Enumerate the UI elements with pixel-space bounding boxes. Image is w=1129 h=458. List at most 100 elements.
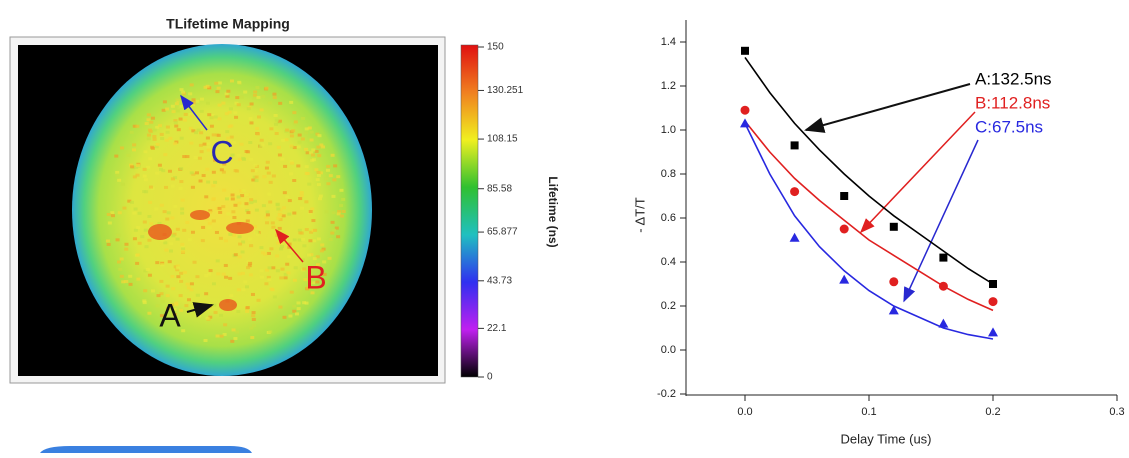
speckle bbox=[311, 158, 316, 162]
speckle bbox=[330, 220, 335, 224]
speckle bbox=[117, 178, 122, 182]
speckle bbox=[299, 194, 304, 198]
speckle bbox=[189, 171, 194, 175]
speckle bbox=[143, 228, 148, 232]
speckle bbox=[140, 235, 145, 239]
data-point bbox=[989, 280, 997, 288]
speckle bbox=[240, 250, 245, 254]
fit-line bbox=[744, 56, 994, 285]
colorbar-tick-label: 43.73 bbox=[487, 275, 512, 286]
speckle bbox=[115, 173, 120, 177]
speckle bbox=[237, 201, 242, 205]
speckle bbox=[223, 323, 228, 327]
speckle bbox=[244, 150, 249, 154]
speckle bbox=[194, 131, 199, 135]
speckle bbox=[179, 136, 184, 140]
speckle bbox=[261, 251, 266, 255]
speckle bbox=[249, 326, 254, 330]
speckle bbox=[219, 313, 224, 317]
speckle bbox=[194, 171, 199, 175]
speckle bbox=[287, 199, 292, 203]
speckle bbox=[165, 107, 170, 111]
data-point bbox=[839, 224, 849, 234]
y-tick-label: 1.2 bbox=[661, 80, 676, 92]
speckle bbox=[137, 211, 142, 215]
data-point bbox=[740, 118, 750, 128]
speckle bbox=[277, 153, 282, 157]
speckle bbox=[124, 280, 129, 284]
speckle bbox=[208, 209, 213, 213]
speckle bbox=[205, 101, 210, 105]
speckle bbox=[142, 301, 147, 305]
speckle bbox=[326, 164, 331, 168]
speckle bbox=[305, 286, 310, 290]
speckle bbox=[315, 263, 320, 267]
speckle bbox=[251, 314, 256, 318]
speckle bbox=[278, 305, 283, 309]
speckle bbox=[339, 204, 344, 208]
speckle bbox=[302, 267, 307, 271]
colorbar-tick-label: 0 bbox=[487, 372, 493, 383]
speckle bbox=[237, 255, 242, 259]
speckle bbox=[308, 151, 313, 155]
speckle bbox=[165, 217, 170, 221]
speckle bbox=[165, 130, 170, 134]
speckle bbox=[285, 262, 290, 266]
speckle bbox=[292, 304, 297, 308]
speckle bbox=[225, 130, 230, 134]
speckle bbox=[307, 126, 312, 130]
speckle bbox=[235, 96, 240, 100]
annotation: B bbox=[305, 259, 326, 295]
speckle bbox=[298, 197, 303, 201]
speckle bbox=[265, 210, 270, 214]
speckle bbox=[115, 170, 120, 174]
speckle bbox=[264, 166, 269, 170]
speckle bbox=[249, 157, 254, 161]
speckle bbox=[197, 156, 202, 160]
speckle bbox=[229, 135, 234, 139]
speckle bbox=[187, 238, 192, 242]
speckle bbox=[221, 205, 226, 209]
speckle bbox=[221, 272, 226, 276]
speckle bbox=[310, 207, 315, 211]
speckle bbox=[280, 267, 285, 271]
speckle bbox=[276, 145, 281, 149]
speckle bbox=[228, 276, 233, 280]
speckle bbox=[322, 272, 327, 276]
hot-spot bbox=[226, 222, 254, 234]
data-point bbox=[888, 305, 899, 315]
speckle bbox=[168, 136, 173, 140]
speckle bbox=[182, 228, 187, 232]
speckle bbox=[147, 238, 152, 242]
speckle bbox=[142, 220, 147, 224]
speckle bbox=[176, 128, 181, 132]
speckle bbox=[271, 174, 276, 178]
series-label: C:67.5ns bbox=[975, 117, 1043, 136]
speckle bbox=[328, 237, 333, 241]
speckle bbox=[181, 247, 186, 251]
speckle bbox=[268, 330, 273, 334]
speckle bbox=[160, 137, 165, 141]
speckle bbox=[213, 115, 218, 119]
speckle bbox=[199, 131, 204, 135]
speckle bbox=[159, 314, 164, 318]
speckle bbox=[268, 142, 273, 146]
y-tick-label: 0.6 bbox=[661, 212, 676, 224]
speckle bbox=[178, 98, 183, 102]
speckle bbox=[175, 227, 180, 231]
speckle bbox=[159, 292, 164, 296]
speckle bbox=[211, 197, 216, 201]
speckle bbox=[209, 116, 214, 120]
speckle bbox=[222, 162, 227, 166]
speckle bbox=[121, 280, 126, 284]
speckle bbox=[235, 169, 240, 173]
speckle bbox=[282, 191, 287, 195]
speckle bbox=[214, 81, 219, 85]
speckle bbox=[293, 120, 298, 124]
speckle bbox=[146, 113, 151, 117]
speckle bbox=[189, 83, 194, 87]
speckle bbox=[249, 201, 254, 205]
speckle bbox=[144, 122, 149, 126]
speckle bbox=[182, 270, 187, 274]
speckle bbox=[178, 294, 183, 298]
